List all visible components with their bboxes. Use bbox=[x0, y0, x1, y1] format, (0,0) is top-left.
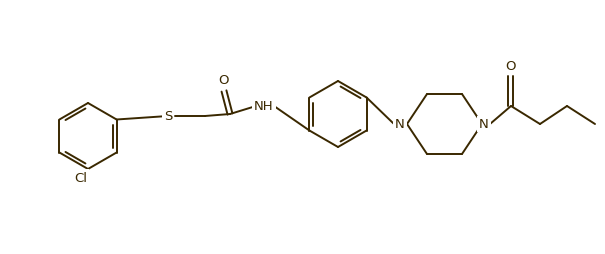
Text: S: S bbox=[164, 110, 172, 123]
Text: N: N bbox=[479, 118, 489, 131]
Text: N: N bbox=[395, 118, 405, 131]
Text: O: O bbox=[506, 59, 516, 72]
Text: NH: NH bbox=[254, 100, 274, 113]
Text: O: O bbox=[219, 74, 229, 87]
Text: Cl: Cl bbox=[74, 171, 88, 184]
